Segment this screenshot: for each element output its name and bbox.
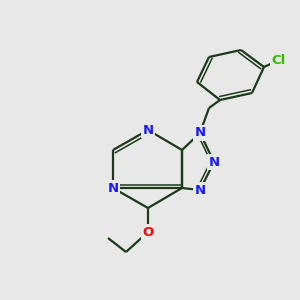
- Text: N: N: [208, 155, 220, 169]
- Text: Cl: Cl: [272, 53, 286, 67]
- Text: N: N: [194, 184, 206, 196]
- Text: O: O: [142, 226, 154, 238]
- Text: N: N: [194, 127, 206, 140]
- Text: N: N: [142, 124, 154, 136]
- Text: N: N: [107, 182, 118, 194]
